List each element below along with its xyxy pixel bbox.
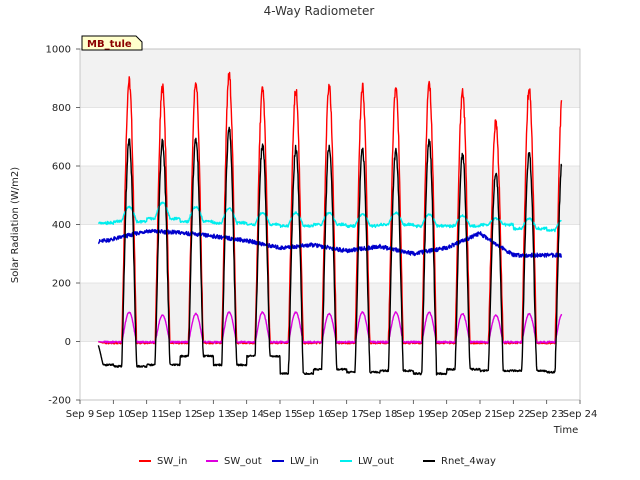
x-tick-label: Sep 23 bbox=[529, 409, 564, 420]
legend-item-sw-in: SW_in bbox=[139, 456, 187, 467]
y-tick-label: 1000 bbox=[46, 45, 71, 56]
x-tick-label: Sep 9 bbox=[66, 409, 94, 420]
legend-label: Rnet_4way bbox=[441, 456, 496, 467]
legend: SW_in SW_out LW_in LW_out Rnet_4way bbox=[139, 456, 496, 467]
x-tick-label: Sep 20 bbox=[429, 409, 464, 420]
y-tick-label: 800 bbox=[52, 103, 71, 114]
site-badge-box bbox=[81, 35, 143, 51]
series-layer bbox=[97, 71, 563, 376]
series-line-lw-out bbox=[97, 201, 562, 233]
x-tick-label: Sep 16 bbox=[296, 409, 331, 420]
series-line-sw-out bbox=[98, 311, 563, 344]
x-tick-label: Sep 14 bbox=[229, 409, 264, 420]
x-tick-label: Sep 18 bbox=[363, 409, 398, 420]
plot-band bbox=[80, 166, 580, 225]
series-line-rnet-4way bbox=[97, 126, 563, 376]
y-tick-label: -200 bbox=[48, 396, 71, 407]
x-tick-label: Sep 10 bbox=[96, 409, 131, 420]
plot-band bbox=[80, 283, 580, 342]
site-badge: MB_tule bbox=[81, 35, 143, 51]
legend-label: LW_out bbox=[358, 456, 394, 467]
x-tick-label: Sep 17 bbox=[329, 409, 364, 420]
legend-label: LW_in bbox=[290, 456, 319, 467]
y-tick-label: 600 bbox=[52, 162, 71, 173]
series-line-lw-in bbox=[97, 228, 563, 258]
x-axis-title: Time bbox=[553, 425, 578, 436]
x-tick-label: Sep 11 bbox=[129, 409, 164, 420]
x-tick-label: Sep 22 bbox=[496, 409, 531, 420]
y-tick-label: 400 bbox=[52, 220, 71, 231]
legend-item-sw-out: SW_out bbox=[206, 456, 262, 467]
legend-item-lw-out: LW_out bbox=[340, 456, 394, 467]
y-axis-ticks: -200 0 200 400 600 800 1000 bbox=[46, 45, 80, 407]
x-tick-label: Sep 15 bbox=[263, 409, 298, 420]
y-tick-label: 0 bbox=[65, 337, 71, 348]
site-badge-label: MB_tule bbox=[87, 39, 132, 50]
y-tick-label: 200 bbox=[52, 279, 71, 290]
legend-item-lw-in: LW_in bbox=[272, 456, 319, 467]
x-tick-label: Sep 19 bbox=[396, 409, 431, 420]
legend-label: SW_in bbox=[157, 456, 187, 467]
x-tick-label: Sep 12 bbox=[163, 409, 198, 420]
legend-label: SW_out bbox=[224, 456, 262, 467]
x-tick-label: Sep 13 bbox=[196, 409, 231, 420]
y-axis-title: Solar Radiation (W/m2) bbox=[10, 167, 21, 283]
x-tick-label: Sep 24 bbox=[563, 409, 598, 420]
chart-title: 4-Way Radiometer bbox=[264, 4, 375, 18]
x-tick-label: Sep 21 bbox=[463, 409, 498, 420]
legend-item-rnet-4way: Rnet_4way bbox=[423, 456, 496, 467]
